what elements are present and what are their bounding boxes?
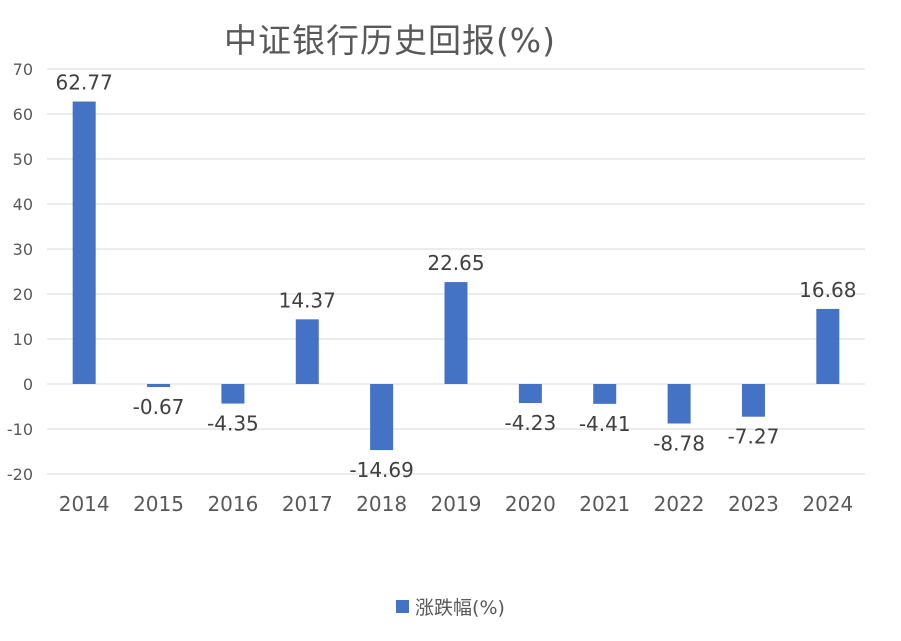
data-label: -4.35	[207, 412, 259, 436]
bar	[741, 384, 765, 417]
chart-title: 中证银行历史回报(%)	[223, 21, 557, 60]
x-tick-label: 2023	[728, 492, 779, 516]
legend-label: 涨跌幅(%)	[415, 597, 505, 619]
data-label: 62.77	[56, 71, 113, 95]
y-tick-label: 10	[13, 330, 33, 349]
x-tick-label: 2020	[505, 492, 556, 516]
bar	[72, 101, 96, 384]
data-label: -8.78	[653, 432, 705, 456]
x-tick-label: 2016	[207, 492, 258, 516]
bar	[221, 384, 245, 404]
bar	[295, 319, 319, 384]
bar	[518, 384, 542, 404]
data-label: -14.69	[349, 458, 413, 482]
legend: 涨跌幅(%)	[0, 593, 901, 620]
y-tick-label: 50	[13, 150, 33, 169]
x-tick-label: 2019	[431, 492, 482, 516]
bar	[370, 384, 394, 451]
bar	[816, 308, 840, 384]
data-label: 14.37	[279, 288, 336, 312]
y-tick-label: 40	[13, 195, 33, 214]
x-tick-label: 2017	[282, 492, 333, 516]
data-label: -0.67	[133, 395, 185, 419]
x-tick-label: 2024	[802, 492, 853, 516]
bar	[444, 282, 468, 384]
y-tick-label: 30	[13, 240, 33, 259]
y-tick-label: 70	[13, 60, 33, 79]
bar	[593, 384, 617, 404]
x-tick-label: 2021	[579, 492, 630, 516]
y-tick-label: -20	[7, 465, 33, 484]
y-tick-label: -10	[7, 420, 33, 439]
y-tick-label: 60	[13, 105, 33, 124]
y-tick-label: 20	[13, 285, 33, 304]
data-label: 22.65	[427, 251, 484, 275]
y-tick-label: 0	[23, 375, 33, 394]
data-label: 16.68	[799, 278, 856, 302]
data-label: -4.41	[579, 412, 631, 436]
x-tick-label: 2018	[356, 492, 407, 516]
x-tick-label: 2015	[133, 492, 184, 516]
data-label: -7.27	[728, 425, 780, 449]
bar	[147, 384, 171, 388]
legend-swatch	[396, 600, 410, 613]
data-label: -4.23	[504, 411, 556, 435]
x-tick-label: 2014	[59, 492, 110, 516]
bar	[667, 384, 691, 424]
x-tick-label: 2022	[654, 492, 705, 516]
